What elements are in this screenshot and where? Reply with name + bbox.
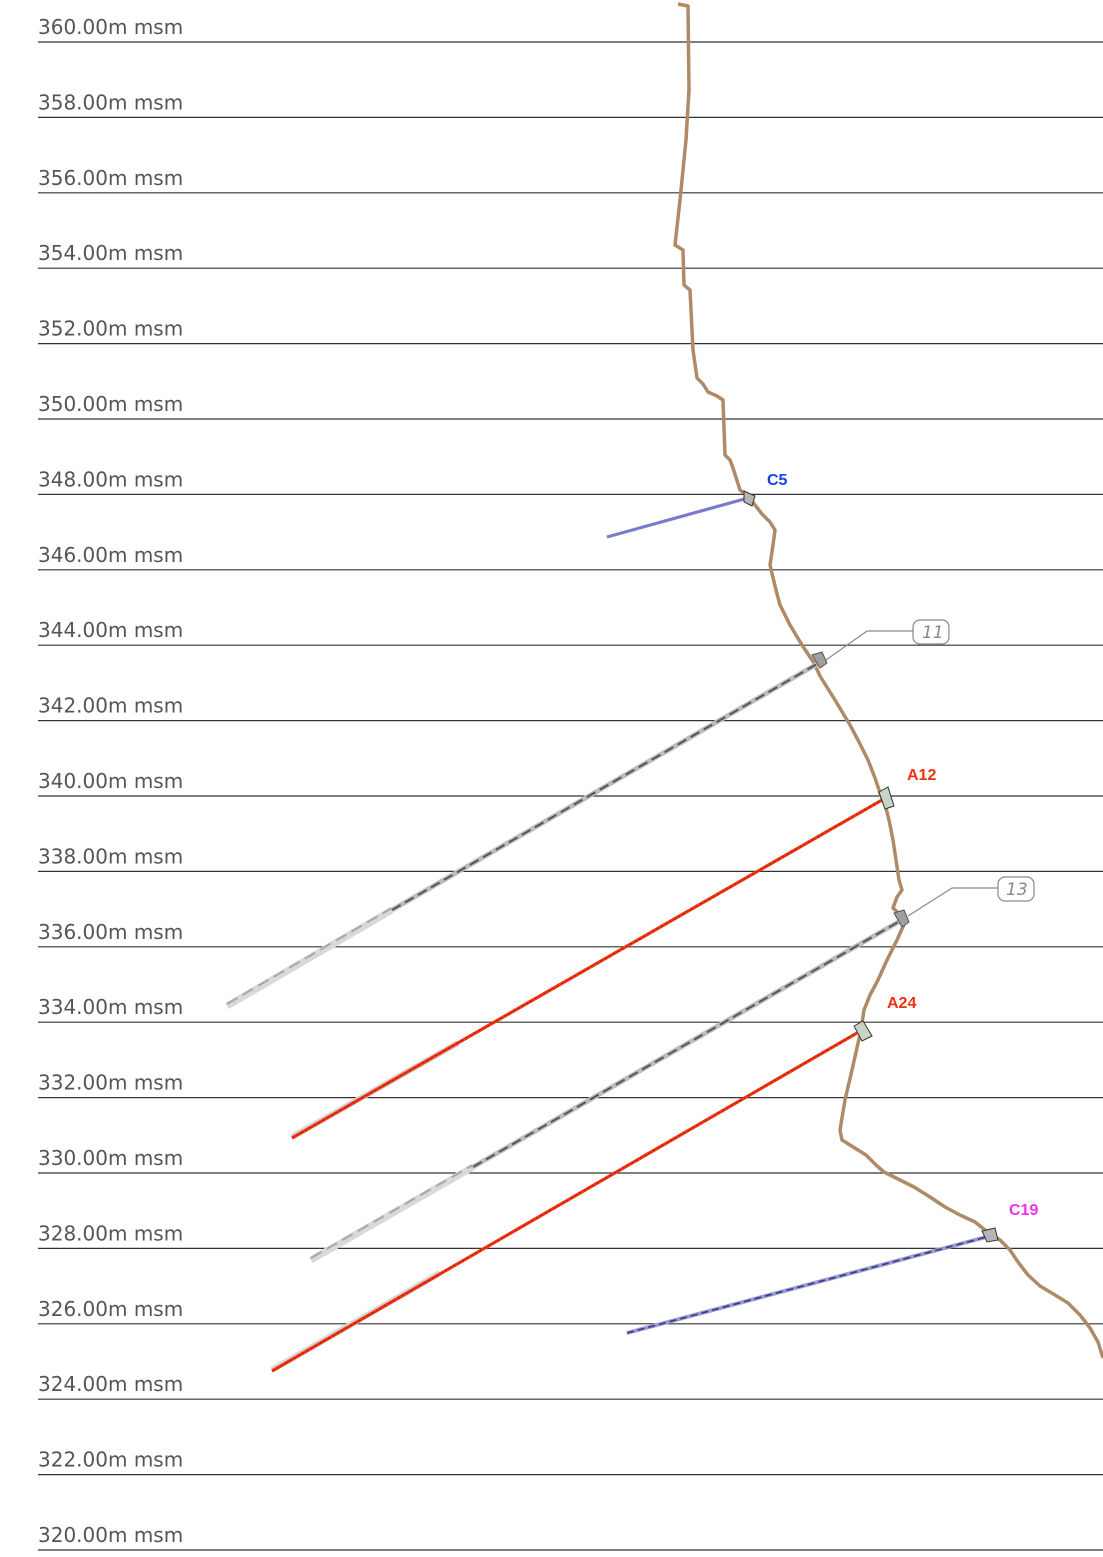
elevation-label: 320.00m msm xyxy=(38,1523,183,1547)
anchor-a12-head-icon xyxy=(878,786,895,810)
elevation-label: 324.00m msm xyxy=(38,1372,183,1396)
anchor-11-head-icon xyxy=(811,651,828,669)
elevation-label: 350.00m msm xyxy=(38,392,183,416)
anchor-c5: C5 xyxy=(606,472,788,539)
elevation-label: 348.00m msm xyxy=(38,467,183,491)
elevation-label: 328.00m msm xyxy=(38,1221,183,1245)
tag-11-box xyxy=(912,619,950,645)
anchor-c5-label: C5 xyxy=(767,472,788,489)
elevation-label: 342.00m msm xyxy=(38,694,183,718)
elevation-label: 360.00m msm xyxy=(38,15,183,39)
tag-11-label: 11 xyxy=(922,623,944,643)
anchor-c19: C19 xyxy=(626,1202,1038,1335)
elevation-label: 352.00m msm xyxy=(38,317,183,341)
elevation-label: 346.00m msm xyxy=(38,543,183,567)
elevation-label: 356.00m msm xyxy=(38,166,183,190)
elevation-label: 354.00m msm xyxy=(38,241,183,265)
elevation-label: 322.00m msm xyxy=(38,1448,183,1472)
elevation-label: 330.00m msm xyxy=(38,1146,183,1170)
terrain-profile xyxy=(673,2,1103,1359)
elevation-label: 332.00m msm xyxy=(38,1071,183,1095)
anchor-a24-label: A24 xyxy=(887,995,916,1012)
anchor-a24: A24 xyxy=(270,995,916,1373)
elevation-label: 338.00m msm xyxy=(38,844,183,868)
tag-13-box xyxy=(997,876,1035,902)
elevation-label: 340.00m msm xyxy=(38,769,183,793)
anchor-c19-label: C19 xyxy=(1009,1202,1038,1219)
anchor-a12: A12 xyxy=(290,767,936,1140)
anchor-a12-label: A12 xyxy=(907,767,936,784)
elevation-label: 326.00m msm xyxy=(38,1297,183,1321)
elevation-label: 336.00m msm xyxy=(38,920,183,944)
elevation-label: 344.00m msm xyxy=(38,618,183,642)
anchor-c5-rod xyxy=(606,496,749,539)
anchor-c5-head-icon xyxy=(743,490,756,507)
anchor-a24-head-icon xyxy=(853,1020,873,1042)
anchor-13: 13 xyxy=(309,876,1035,1264)
anchor-11: 11 xyxy=(225,619,950,1010)
elevation-levels: 360.00m msm 358.00m msm 356.00m msm 354.00m… xyxy=(38,15,1103,1551)
elevation-label: 334.00m msm xyxy=(38,995,183,1019)
anchor-c19-head-icon xyxy=(981,1227,999,1243)
elevation-label: 358.00m msm xyxy=(38,90,183,114)
anchor-13-head-icon xyxy=(893,909,910,928)
tag-13-label: 13 xyxy=(1006,880,1028,900)
